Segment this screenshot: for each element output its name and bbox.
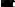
Text: B: B <box>11 0 15 7</box>
Bar <box>5 1 8 3</box>
Bar <box>10 1 11 6</box>
Bar <box>3 1 5 3</box>
Bar <box>3 3 5 5</box>
Bar <box>5 3 8 5</box>
Bar <box>6 4 8 5</box>
Bar <box>2 1 3 5</box>
Text: C: C <box>5 0 15 7</box>
Text: A: A <box>8 0 15 7</box>
Bar <box>2 5 8 6</box>
Bar <box>5 4 6 5</box>
Bar <box>3 4 5 5</box>
